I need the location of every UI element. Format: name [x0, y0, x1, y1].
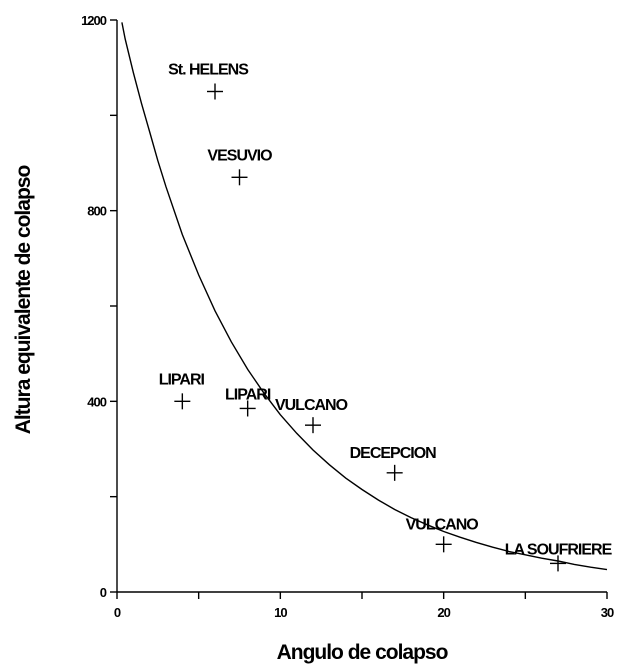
- x-ticks: 0 10 20 30: [114, 592, 615, 620]
- x-tick-label: 20: [437, 605, 450, 620]
- point-label: LIPARI: [159, 371, 205, 388]
- data-point: VULCANO: [406, 516, 479, 553]
- data-point: LIPARI: [159, 371, 206, 410]
- y-axis-title: Altura equivalente de colapso: [12, 166, 35, 435]
- point-label: LA SOUFRIERE: [505, 541, 613, 558]
- data-points: St. HELENSVESUVIOLIPARILIPARIVULCANODECE…: [159, 62, 614, 572]
- y-tick-label: 0: [100, 585, 107, 600]
- data-point: DECEPCION: [350, 445, 437, 481]
- x-tick-label: 10: [274, 605, 287, 620]
- data-point: LIPARI: [225, 386, 272, 417]
- y-tick-label: 1200: [81, 13, 107, 28]
- data-point: LA SOUFRIERE: [505, 541, 614, 572]
- point-label: St. HELENS: [168, 62, 249, 79]
- data-point: VESUVIO: [207, 147, 273, 186]
- point-label: VESUVIO: [207, 147, 272, 164]
- point-label: VULCANO: [406, 516, 479, 533]
- x-axis-title: Angulo de colapso: [277, 641, 448, 664]
- y-tick-label: 400: [87, 394, 106, 409]
- point-label: LIPARI: [225, 386, 271, 403]
- point-label: DECEPCION: [350, 445, 437, 462]
- y-ticks: 0 400 800 1200: [81, 13, 117, 600]
- x-tick-label: 0: [114, 605, 121, 620]
- x-tick-label: 30: [601, 605, 614, 620]
- fit-curve: [121, 22, 608, 571]
- data-point: VULCANO: [275, 397, 349, 434]
- y-tick-label: 800: [87, 204, 106, 219]
- data-point: St. HELENS: [168, 62, 250, 100]
- point-label: VULCANO: [275, 397, 348, 414]
- axes: 0 10 20 30 0 400 800 1200: [81, 13, 615, 620]
